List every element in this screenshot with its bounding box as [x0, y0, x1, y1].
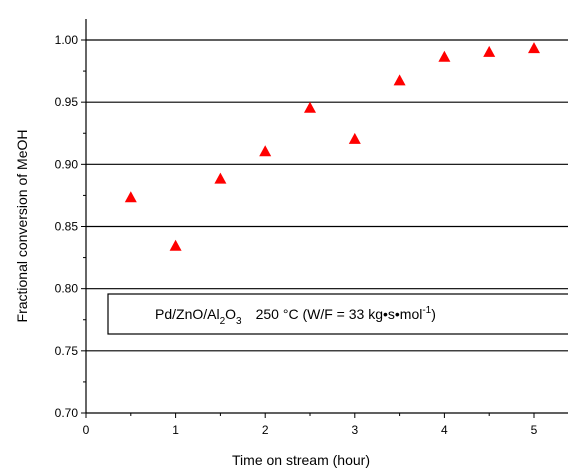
x-axis-title: Time on stream (hour) [232, 452, 370, 468]
ticks [81, 39, 535, 418]
data-point-0.5 [124, 191, 137, 203]
annotation-condition: 250 °C (W/F = 33 kg•s•mol [256, 306, 423, 322]
y-tick-label-0.80: 0.80 [55, 282, 79, 296]
annotation-frame [107, 293, 568, 335]
x-tick-label-0: 0 [83, 423, 90, 437]
data-point-2 [259, 145, 272, 157]
annotation-catalyst: Pd/ZnO/Al [155, 306, 220, 322]
axes [85, 19, 568, 414]
annotation-close: ) [431, 306, 436, 322]
x-tick-label-4: 4 [441, 423, 448, 437]
gridlines [86, 39, 568, 352]
data-point-1.5 [214, 172, 227, 184]
data-point-5 [528, 42, 540, 54]
annotation-subscript-3: 3 [236, 316, 242, 327]
data-point-4 [438, 50, 451, 62]
y-tick-label-0.75: 0.75 [55, 344, 79, 358]
data-point-2.5 [304, 101, 316, 113]
x-tick-label-5: 5 [531, 423, 538, 437]
annotation-box: Pd/ZnO/Al2O3 250 °C (W/F = 33 kg•s•mol-1) [107, 293, 568, 335]
data-point-3.5 [393, 74, 406, 86]
data-point-1 [169, 239, 182, 251]
y-axis-title: Fractional conversion of MeOH [14, 130, 30, 323]
annotation-o: O [225, 306, 236, 322]
y-tick-label-0.90: 0.90 [55, 157, 79, 171]
data-point-3 [348, 132, 361, 144]
x-tick-label-1: 1 [172, 423, 179, 437]
y-tick-label-0.85: 0.85 [55, 220, 79, 234]
annotation-exponent: -1 [422, 305, 431, 316]
y-tick-label-0.95: 0.95 [55, 95, 79, 109]
data-point-4.5 [483, 45, 496, 57]
x-tick-label-2: 2 [262, 423, 269, 437]
annotation-text: Pd/ZnO/Al2O3 250 °C (W/F = 33 kg•s•mol-1) [155, 305, 436, 327]
y-tick-label-1.00: 1.00 [55, 33, 79, 47]
x-tick-label-3: 3 [351, 423, 358, 437]
y-tick-label-0.70: 0.70 [55, 406, 79, 420]
data-points [124, 42, 540, 251]
annotation-subscript-2: 2 [220, 316, 226, 327]
tick-labels: 0.700.750.800.850.900.951.000 1 2 3 4 5 [55, 33, 538, 437]
